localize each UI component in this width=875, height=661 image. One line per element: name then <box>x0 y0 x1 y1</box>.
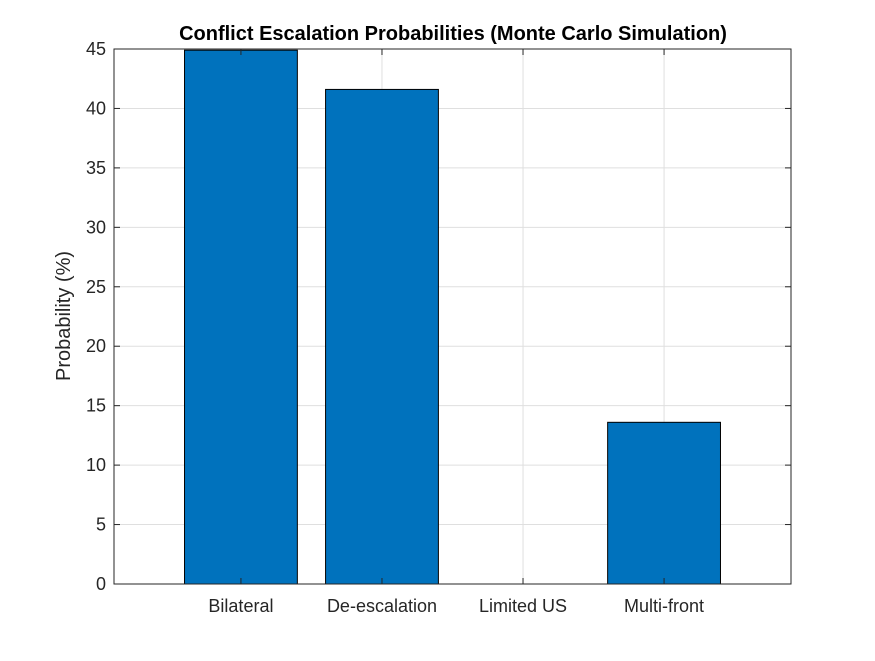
y-tick-label: 5 <box>96 515 106 535</box>
y-tick-label: 20 <box>86 336 106 356</box>
y-tick-label: 15 <box>86 396 106 416</box>
y-axis-label: Probability (%) <box>53 251 75 381</box>
axes-layer <box>113 48 792 585</box>
x-tick-label: Bilateral <box>208 596 273 616</box>
x-tick-label: De-escalation <box>327 596 437 616</box>
bar-de-escalation <box>325 88 439 585</box>
y-tick-label: 10 <box>86 455 106 475</box>
bar-multi-front <box>607 421 721 585</box>
y-tick-label: 0 <box>96 574 106 594</box>
y-tick-label: 45 <box>86 39 106 59</box>
x-tick-label: Multi-front <box>624 596 704 616</box>
y-tick-label: 35 <box>86 158 106 178</box>
bar-bilateral <box>184 49 298 585</box>
y-tick-label: 40 <box>86 98 106 118</box>
x-tick-label: Limited US <box>479 596 567 616</box>
plot-frame <box>113 48 792 585</box>
y-tick-label: 25 <box>86 277 106 297</box>
y-tick-label: 30 <box>86 217 106 237</box>
ticks-layer: 0 5 10 15 20 25 30 35 40 45 Bilateral De-escalation… <box>86 39 704 616</box>
chart-title: Conflict Escalation Probabilities (Monte… <box>179 23 727 45</box>
bars-layer <box>184 49 721 585</box>
